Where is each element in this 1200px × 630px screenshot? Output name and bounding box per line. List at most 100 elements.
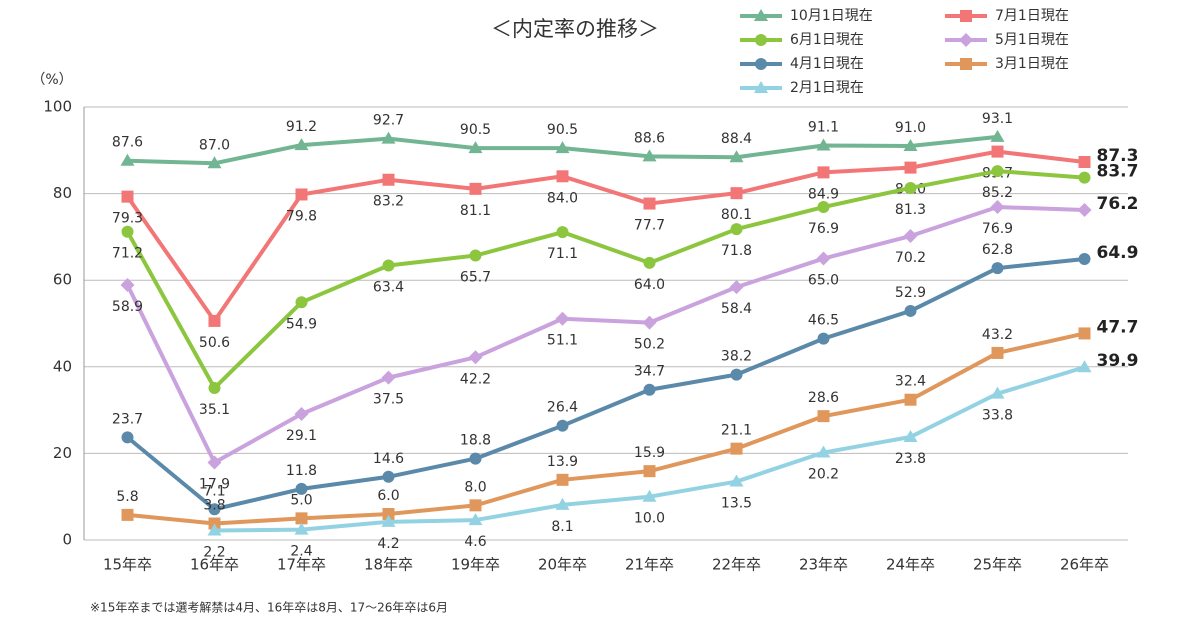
- x-tick-label: 21年卒: [625, 556, 674, 574]
- data-point: [730, 187, 743, 200]
- data-label: 7.1: [203, 483, 225, 499]
- data-point: [468, 350, 483, 365]
- data-label: 65.7: [460, 270, 491, 286]
- data-label: 91.1: [808, 120, 839, 136]
- data-point: [556, 226, 569, 239]
- data-label: 90.5: [547, 122, 578, 138]
- legend-marker: [754, 9, 768, 21]
- data-point: [904, 393, 917, 406]
- legend-label: 7月1日現在: [995, 8, 1069, 24]
- data-label: 83.2: [373, 194, 404, 210]
- legend-label: 5月1日現在: [995, 32, 1069, 48]
- data-label: 88.6: [634, 130, 665, 146]
- data-label: 46.5: [808, 313, 839, 329]
- data-label: 91.0: [895, 120, 926, 136]
- data-point: [904, 181, 917, 194]
- data-point: [730, 442, 743, 455]
- data-point: [729, 150, 744, 163]
- data-label: 23.7: [112, 411, 143, 427]
- data-point: [381, 514, 396, 527]
- data-point: [381, 370, 396, 385]
- data-label: 63.4: [373, 279, 404, 295]
- data-label: 51.1: [547, 333, 578, 349]
- data-point: [990, 200, 1005, 215]
- data-label: 93.1: [982, 111, 1013, 127]
- data-point: [1078, 171, 1091, 184]
- data-label: 3.8: [203, 498, 225, 514]
- data-label: 11.8: [286, 463, 317, 479]
- data-point: [816, 251, 831, 266]
- x-tick-label: 20年卒: [538, 556, 587, 574]
- data-point: [990, 129, 1005, 142]
- data-point: [121, 190, 134, 203]
- data-label: 15.9: [634, 445, 665, 461]
- data-label: 50.2: [634, 337, 665, 353]
- y-tick-label: 0: [62, 531, 72, 549]
- data-label: 43.2: [982, 327, 1013, 343]
- y-tick-label: 80: [53, 184, 72, 202]
- x-tick-label: 26年卒: [1060, 556, 1109, 574]
- data-point: [642, 315, 657, 330]
- legend-label: 6月1日現在: [790, 32, 864, 48]
- data-point: [1077, 360, 1092, 373]
- data-label: 76.2: [1097, 194, 1139, 214]
- data-label: 4.2: [377, 536, 399, 552]
- data-point: [120, 153, 135, 166]
- data-point: [121, 431, 134, 444]
- data-point: [295, 296, 308, 309]
- data-label: 21.1: [721, 423, 752, 439]
- data-point: [1078, 155, 1091, 168]
- data-label: 71.1: [547, 246, 578, 262]
- data-point: [207, 455, 222, 470]
- legend-label: 10月1日現在: [790, 8, 873, 24]
- series-line: [126, 256, 1085, 512]
- data-point: [469, 182, 482, 195]
- data-point: [730, 223, 743, 236]
- x-tick-label: 17年卒: [277, 556, 326, 574]
- x-tick-label: 19年卒: [451, 556, 500, 574]
- data-label: 81.3: [895, 202, 926, 218]
- legend-label: 4月1日現在: [790, 56, 864, 72]
- data-point: [120, 277, 135, 292]
- data-point: [904, 304, 917, 317]
- data-label: 90.5: [460, 122, 491, 138]
- data-point: [643, 465, 656, 478]
- data-point: [207, 156, 222, 169]
- legend-marker: [959, 33, 973, 47]
- data-label: 13.9: [547, 454, 578, 470]
- data-label: 10.0: [634, 511, 665, 527]
- data-point: [817, 332, 830, 345]
- data-label: 87.3: [1097, 146, 1139, 166]
- x-tick-label: 15年卒: [103, 556, 152, 574]
- data-point: [382, 470, 395, 483]
- data-point: [816, 445, 831, 458]
- data-point: [469, 452, 482, 465]
- x-tick-label: 23年卒: [799, 556, 848, 574]
- x-tick-label: 16年卒: [190, 556, 239, 574]
- legend-marker: [755, 34, 767, 46]
- data-label: 8.0: [464, 479, 486, 495]
- data-label: 17.9: [199, 476, 230, 492]
- data-point: [295, 512, 308, 525]
- data-label: 91.2: [286, 119, 317, 135]
- data-point: [207, 523, 222, 536]
- data-point: [381, 131, 396, 144]
- data-label: 71.8: [721, 243, 752, 259]
- data-label: 23.8: [895, 451, 926, 467]
- data-label: 87.6: [112, 135, 143, 151]
- data-point: [642, 489, 657, 502]
- data-point: [468, 513, 483, 526]
- data-point: [990, 386, 1005, 399]
- data-point: [1077, 203, 1092, 218]
- y-tick-label: 20: [53, 444, 72, 462]
- data-label: 42.2: [460, 371, 491, 387]
- data-label: 2.2: [203, 544, 225, 560]
- data-point: [903, 229, 918, 244]
- footnote: ※15年卒までは選考解禁は4月、16年卒は8月、17～26年卒は6月: [90, 601, 448, 615]
- data-point: [991, 145, 1004, 158]
- data-label: 71.2: [112, 246, 143, 262]
- data-label: 6.0: [377, 488, 399, 504]
- data-point: [121, 508, 134, 521]
- data-point: [730, 368, 743, 381]
